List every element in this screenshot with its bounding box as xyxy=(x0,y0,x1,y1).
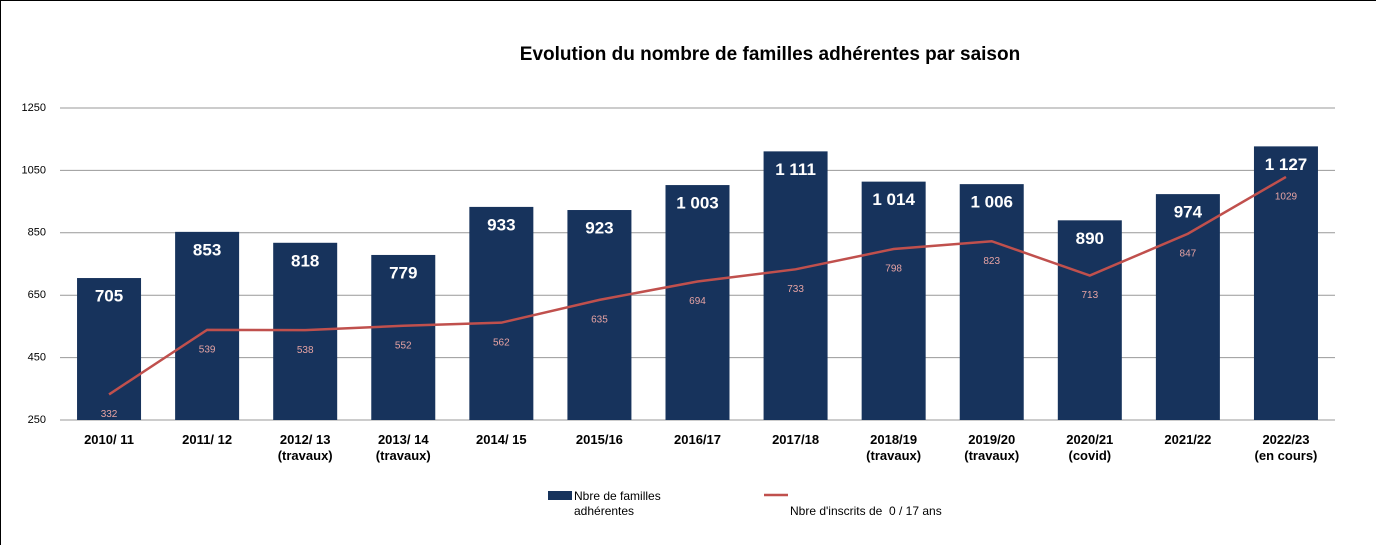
bar-value-label: 779 xyxy=(389,263,417,282)
line-value-label: 539 xyxy=(199,344,216,355)
x-tick-label: 2012/ 13 (travaux) xyxy=(277,432,333,463)
x-tick-label: 2022/23 (en cours) xyxy=(1254,432,1318,463)
bar xyxy=(77,278,142,420)
y-tick-label: 650 xyxy=(28,289,46,301)
bar-value-label: 853 xyxy=(193,240,221,259)
x-tick-label: 2018/19 (travaux) xyxy=(866,432,922,463)
bar xyxy=(861,181,926,420)
bar-value-label: 1 014 xyxy=(872,190,915,209)
legend-label: Nbre d'inscrits de 0 / 17 ans xyxy=(790,504,942,518)
bar-value-label: 1 003 xyxy=(676,194,719,213)
bar-value-label: 933 xyxy=(487,215,515,234)
bar-value-label: 1 127 xyxy=(1265,155,1308,174)
y-tick-label: 1050 xyxy=(22,164,46,176)
bar xyxy=(1057,220,1122,420)
line-value-label: 798 xyxy=(885,264,902,275)
line-value-label: 823 xyxy=(983,256,1000,267)
line-value-label: 713 xyxy=(1081,290,1098,301)
bar xyxy=(1155,194,1220,420)
bar xyxy=(567,210,632,420)
line-value-label: 635 xyxy=(591,315,608,326)
bar-value-label: 818 xyxy=(291,251,319,270)
x-tick-label: 2010/ 11 xyxy=(84,432,134,447)
line-value-label: 552 xyxy=(395,340,412,351)
x-tick-label: 2015/16 xyxy=(575,432,623,447)
chart-title: Evolution du nombre de familles adhérent… xyxy=(520,44,1020,65)
x-tick-label: 2016/17 xyxy=(674,432,721,447)
line-value-label: 847 xyxy=(1180,248,1197,259)
bar xyxy=(1253,146,1318,420)
bar xyxy=(959,184,1024,420)
line-value-label: 694 xyxy=(689,296,706,307)
y-tick-label: 850 xyxy=(28,227,46,239)
x-tick-label: 2013/ 14 (travaux) xyxy=(375,432,431,463)
bar-value-label: 1 006 xyxy=(970,193,1013,212)
x-tick-label: 2011/ 12 xyxy=(182,432,233,447)
bar-value-label: 974 xyxy=(1174,203,1203,222)
bar-value-label: 890 xyxy=(1076,229,1104,248)
y-tick-label: 450 xyxy=(28,352,46,364)
bar xyxy=(175,231,240,420)
bar xyxy=(665,185,730,420)
line-value-label: 1029 xyxy=(1275,192,1298,203)
x-tick-label: 2014/ 15 xyxy=(476,432,527,447)
bar-value-label: 1 111 xyxy=(775,160,816,179)
x-tick-label: 2019/20 (travaux) xyxy=(964,432,1020,463)
line xyxy=(108,175,1287,396)
x-tick-label: 2020/21 (covid) xyxy=(1066,432,1114,463)
line-value-label: 562 xyxy=(493,337,510,348)
x-tick-label: 2017/18 xyxy=(772,432,820,447)
bar-value-label: 705 xyxy=(95,287,123,306)
legend-label: Nbre de familles adhérentes xyxy=(574,489,661,518)
legend-swatch xyxy=(548,491,572,500)
bar xyxy=(763,151,828,421)
line-value-label: 332 xyxy=(101,409,118,420)
bar-value-label: 923 xyxy=(585,219,613,238)
bar xyxy=(371,254,436,420)
line-value-label: 733 xyxy=(787,284,804,295)
y-tick-label: 1250 xyxy=(22,102,46,114)
line-value-label: 538 xyxy=(297,345,314,356)
y-tick-label: 250 xyxy=(28,414,46,426)
bar xyxy=(469,206,534,420)
x-tick-label: 2021/22 xyxy=(1164,432,1212,447)
